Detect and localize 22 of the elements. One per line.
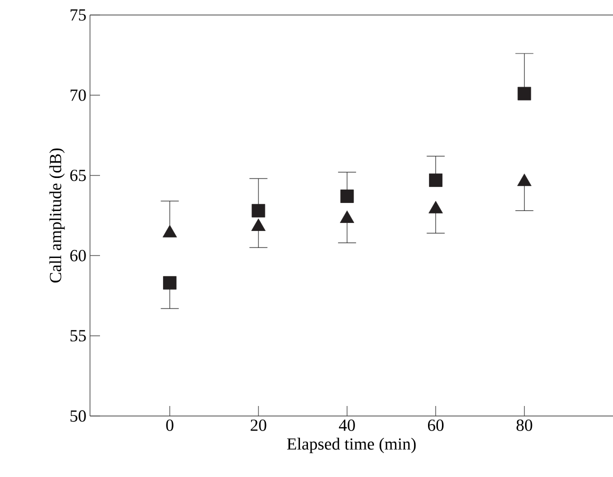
point (429, 174, 442, 187)
point (340, 210, 354, 223)
point (518, 86, 532, 100)
y-tick-label: 60 (70, 250, 86, 262)
x-tick-label: 20 (250, 420, 266, 431)
point (428, 200, 443, 214)
point (252, 204, 266, 218)
y-tick-label: 65 (70, 170, 86, 182)
y-tick-label: 55 (70, 330, 86, 342)
y-axis-title: Call amplitude (dB) (49, 148, 65, 283)
x-axis-title: Elapsed time (min) (287, 438, 416, 454)
x-tick-label: 60 (428, 420, 444, 431)
y-tick-label: 50 (70, 410, 86, 422)
point (340, 190, 354, 203)
point (517, 174, 532, 186)
x-tick-label: 0 (166, 420, 174, 431)
x-tick-label: 40 (338, 420, 355, 431)
point (251, 218, 266, 231)
x-tick-label: 80 (516, 420, 532, 431)
y-tick-label: 70 (70, 89, 86, 101)
point (162, 224, 177, 238)
y-tick-label: 75 (70, 9, 86, 21)
